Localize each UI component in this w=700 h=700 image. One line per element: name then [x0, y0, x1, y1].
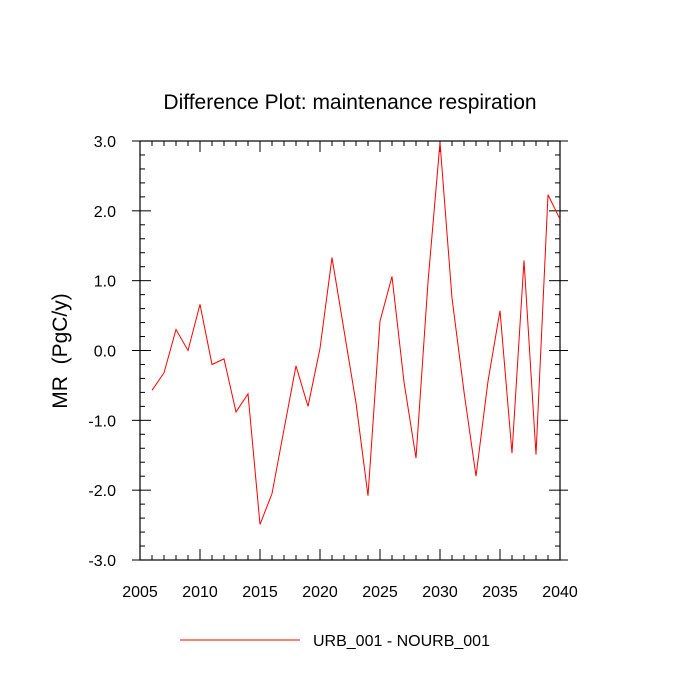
y-axis-label: MR (PgC/y) — [49, 293, 72, 409]
y-tick-label: -2.0 — [88, 483, 116, 500]
plot-frame — [139, 140, 561, 561]
x-tick-label: 2025 — [362, 584, 398, 601]
legend: URB_001 - NOURB_001 — [180, 633, 490, 650]
x-tick-label: 2015 — [242, 584, 278, 601]
legend-label: URB_001 - NOURB_001 — [313, 633, 490, 650]
y-tick-label: 2.0 — [94, 204, 116, 221]
chart-title: Difference Plot: maintenance respiration — [163, 91, 536, 114]
x-tick-label: 2005 — [122, 584, 158, 601]
x-tick-label: 2030 — [422, 584, 458, 601]
x-tick-labels: 2005 2010 2015 2020 2025 2030 2035 2040 — [122, 584, 578, 601]
y-tick-label: -1.0 — [88, 413, 116, 430]
y-tick-labels: -3.0 -2.0 -1.0 0.0 1.0 2.0 3.0 — [88, 134, 116, 570]
plot-area — [132, 140, 568, 561]
axis-ticks — [132, 140, 568, 561]
series-group — [151, 142, 561, 525]
x-tick-label: 2020 — [302, 584, 338, 601]
y-tick-label: 3.0 — [94, 134, 116, 151]
x-tick-label: 2040 — [542, 584, 578, 601]
y-tick-label: 0.0 — [94, 344, 116, 361]
series-line — [151, 142, 561, 525]
y-tick-label: 1.0 — [94, 274, 116, 291]
y-tick-label: -3.0 — [88, 553, 116, 570]
x-tick-label: 2035 — [482, 584, 518, 601]
x-tick-label: 2010 — [182, 584, 218, 601]
